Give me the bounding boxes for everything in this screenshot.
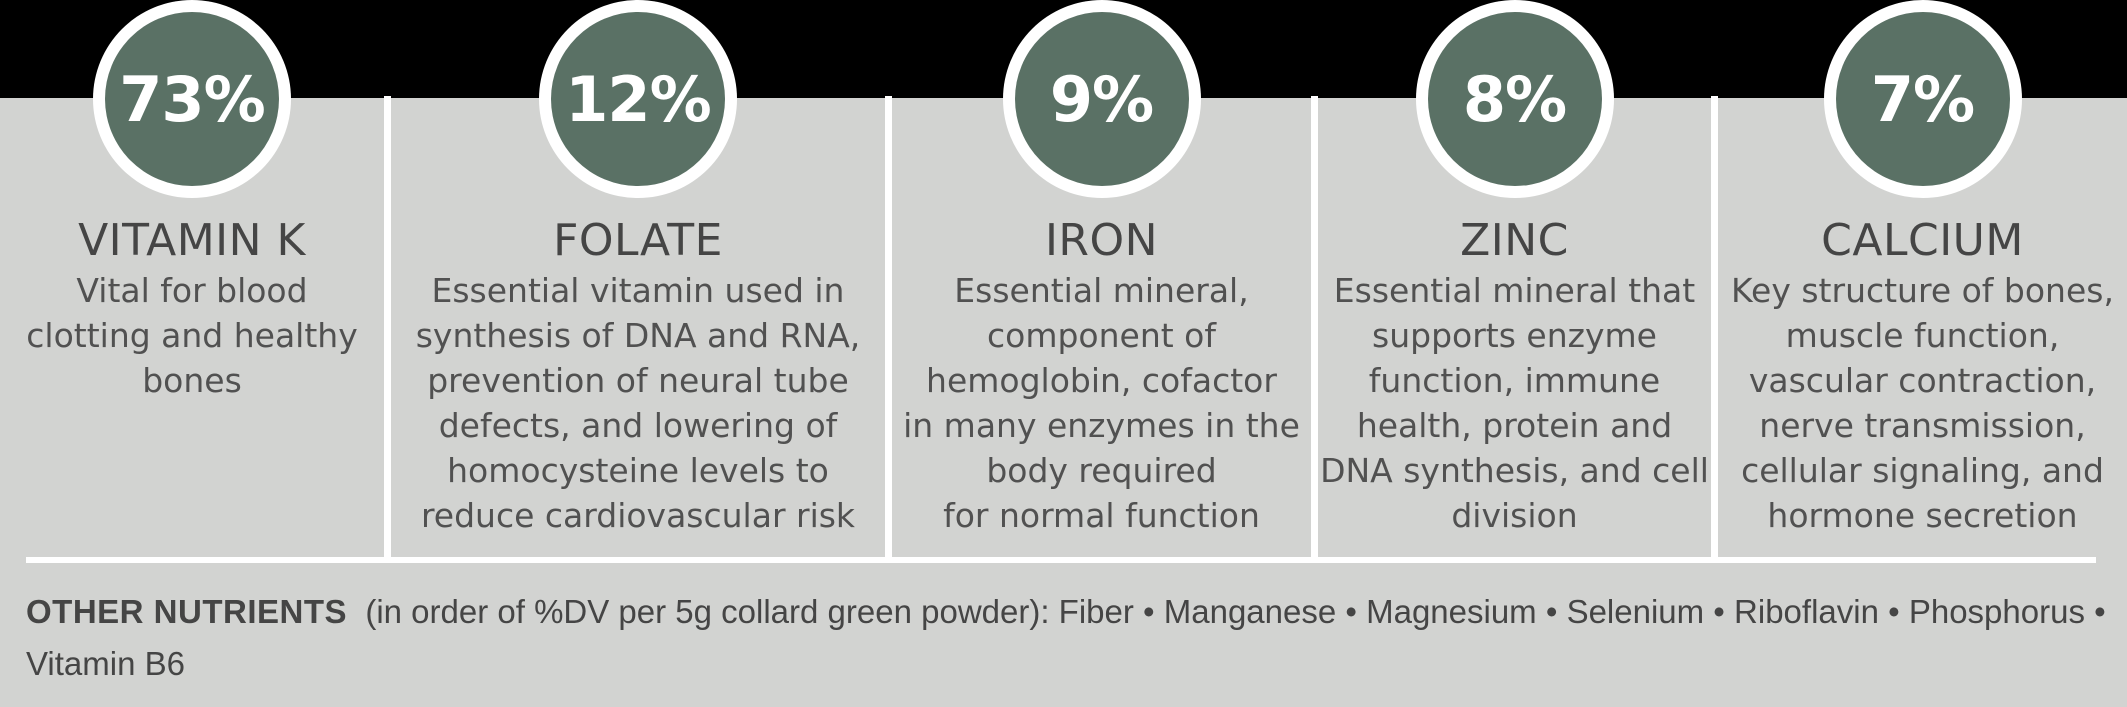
nutrient-name: ZINC <box>1460 215 1569 266</box>
nutrient-name: IRON <box>1044 215 1159 266</box>
nutrient-description: Essential vitamin used in synthesis of D… <box>415 271 861 535</box>
footer-divider <box>26 557 2096 563</box>
percent-circle: 9% <box>1002 0 1201 198</box>
other-nutrients-text: (in order of %DV per 5g collard green po… <box>26 593 2106 682</box>
percent-circle: 7% <box>1823 0 2022 198</box>
nutrient-name: CALCIUM <box>1821 215 2024 266</box>
nutrient-description: Vital for blood clotting and healthy bon… <box>26 271 358 400</box>
column-zinc: 8% ZINC Essential mineral that supports … <box>1318 0 1711 556</box>
nutrient-description: Essential mineral, component of hemoglob… <box>903 271 1300 535</box>
nutrient-name: FOLATE <box>553 215 723 266</box>
nutrient-name: VITAMIN K <box>78 215 306 266</box>
panel-background <box>0 98 2127 707</box>
percent-value: 8% <box>1462 62 1567 136</box>
column-calcium: 7% CALCIUM Key structure of bones, muscl… <box>1718 0 2127 556</box>
percent-value: 7% <box>1870 62 1975 136</box>
percent-circle-fill: 9% <box>1014 12 1189 186</box>
percent-value: 73% <box>119 62 265 136</box>
other-nutrients-label: OTHER NUTRIENTS <box>26 593 347 630</box>
percent-circle-fill: 73% <box>105 12 279 186</box>
column-folate: 12% FOLATE Essential vitamin used in syn… <box>391 0 885 556</box>
percent-circle-fill: 7% <box>1835 12 2010 186</box>
column-divider <box>885 96 892 557</box>
other-nutrients: OTHER NUTRIENTS (in order of %DV per 5g … <box>26 586 2106 690</box>
percent-value: 9% <box>1049 62 1154 136</box>
percent-circle-fill: 8% <box>1427 12 1602 186</box>
column-vitamin-k: 73% VITAMIN K Vital for blood clotting a… <box>0 0 384 556</box>
percent-circle: 12% <box>539 0 737 198</box>
percent-value: 12% <box>565 62 711 136</box>
nutrient-description: Key structure of bones, muscle function,… <box>1731 271 2114 535</box>
column-divider <box>1311 96 1318 557</box>
column-divider <box>384 96 391 557</box>
percent-circle: 8% <box>1415 0 1614 198</box>
percent-circle-fill: 12% <box>551 12 725 186</box>
nutrient-description: Essential mineral that supports enzyme f… <box>1320 271 1709 535</box>
column-divider <box>1711 96 1718 557</box>
column-iron: 9% IRON Essential mineral, component of … <box>892 0 1311 556</box>
percent-circle: 73% <box>93 0 291 198</box>
